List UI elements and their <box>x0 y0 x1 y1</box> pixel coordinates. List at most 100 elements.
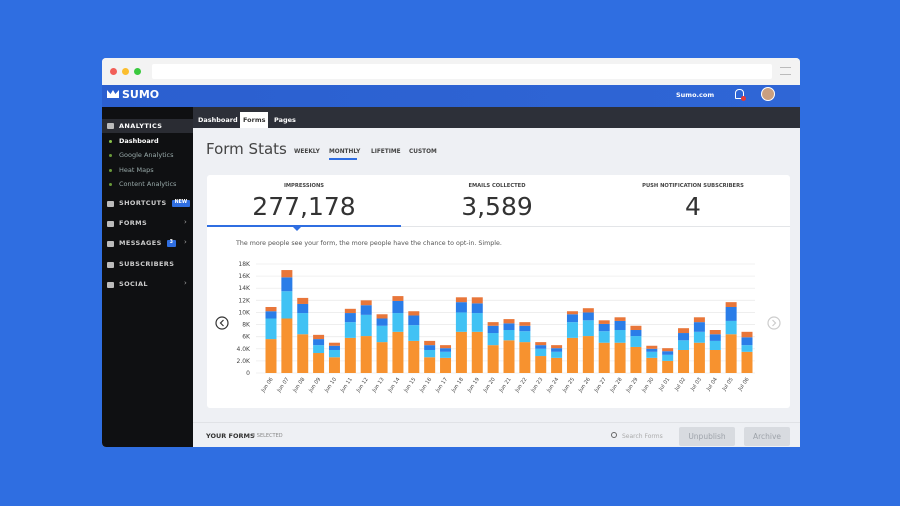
y-tick-label: 18K <box>238 261 251 268</box>
bar-segment <box>408 311 420 316</box>
bar-segment <box>487 333 499 346</box>
bar-segment <box>566 311 578 315</box>
avatar[interactable] <box>761 87 775 101</box>
x-tick-label: Jun 22 <box>514 377 529 395</box>
bar-segment <box>551 357 563 373</box>
bar-segment <box>360 300 372 306</box>
bar-segment <box>519 325 531 332</box>
footer-title: YOUR FORMS <box>206 432 255 440</box>
menu-icon <box>107 281 114 288</box>
x-tick-label: Jun 26 <box>577 377 592 395</box>
bar-segment <box>741 351 753 373</box>
unpublish-button[interactable]: Unpublish <box>679 427 735 446</box>
bar-segment <box>614 320 626 331</box>
search-input[interactable]: Search Forms <box>622 433 663 440</box>
sidebar-section[interactable]: ANALYTICS <box>119 122 163 130</box>
bar-segment <box>598 320 610 324</box>
x-tick-label: Jun 24 <box>545 376 560 394</box>
bar-segment <box>709 334 721 341</box>
x-tick-label: Jul 03 <box>689 377 703 393</box>
min-dot[interactable] <box>122 68 129 75</box>
next-arrow-icon <box>772 319 777 327</box>
bar-segment <box>376 325 388 343</box>
bar-segment <box>297 303 309 314</box>
tab[interactable]: Dashboard <box>198 116 238 124</box>
sidebar-item[interactable]: Dashboard <box>119 137 159 145</box>
menu-icon <box>107 221 114 228</box>
next-arrow[interactable] <box>767 316 781 330</box>
menu-item[interactable]: MESSAGES <box>119 239 162 248</box>
bar-segment <box>614 330 626 343</box>
stat-value: 4 <box>685 192 701 221</box>
bar-segment <box>424 345 436 350</box>
bar-segment <box>662 354 674 361</box>
bar-segment <box>630 336 642 347</box>
analytics-icon <box>107 123 114 129</box>
bar-segment <box>630 325 642 331</box>
bar-segment <box>471 297 483 304</box>
bar-segment <box>503 319 515 324</box>
bar-segment <box>313 334 325 340</box>
period-tab[interactable]: LIFETIME <box>371 149 401 155</box>
sidebar-item[interactable]: Content Analytics <box>119 179 177 188</box>
menu-item[interactable]: SHORTCUTS <box>119 199 167 207</box>
bar-segment <box>424 340 436 346</box>
search-icon <box>611 432 617 438</box>
x-tick-label: Jun 21 <box>498 377 513 395</box>
x-tick-label: Jun 07 <box>276 377 291 395</box>
prev-arrow[interactable] <box>215 316 229 330</box>
x-tick-label: Jun 15 <box>403 377 418 395</box>
bar-segment <box>440 357 452 373</box>
stat-value: 277,178 <box>252 192 356 221</box>
bar-segment <box>693 317 705 323</box>
bar-segment <box>709 330 721 335</box>
bar-segment <box>582 336 594 373</box>
sidebar-dot <box>109 168 112 172</box>
bar-segment <box>392 300 404 314</box>
bar-segment <box>376 342 388 373</box>
menu-item[interactable]: FORMS <box>119 219 148 228</box>
tab-active <box>240 112 268 128</box>
logo[interactable]: SUMO <box>122 88 160 101</box>
bar-segment <box>408 325 420 341</box>
archive-button[interactable]: Archive <box>744 427 790 446</box>
x-tick-label: Jun 12 <box>355 377 370 395</box>
menu-item[interactable]: SUBSCRIBERS <box>119 259 175 268</box>
bar-segment <box>598 323 610 332</box>
chart: 0 2.0K 4.0K 6K 8K 10K 12K 14K 16K 18K Jun 06 Jun 07… <box>215 261 781 395</box>
x-tick-label: Jul 02 <box>673 377 687 393</box>
bar-segment <box>535 356 547 373</box>
bar-segment <box>408 340 420 373</box>
max-dot[interactable] <box>134 68 141 75</box>
bar-segment <box>646 348 658 352</box>
bar-segment <box>376 314 388 319</box>
bar-segment <box>678 340 690 350</box>
sidebar-item[interactable]: Heat Maps <box>119 165 154 174</box>
close-dot[interactable] <box>110 68 117 75</box>
bar-segment <box>440 351 452 358</box>
tab[interactable]: Forms <box>243 116 266 124</box>
site-menu[interactable]: Sumo.com <box>676 91 715 99</box>
sidebar-item[interactable]: Google Analytics <box>119 151 174 160</box>
period-tab[interactable]: WEEKLY <box>294 149 320 155</box>
bar-segment <box>344 337 356 373</box>
bell-icon[interactable] <box>735 89 744 99</box>
bar-segment <box>328 342 340 346</box>
menu-icon[interactable] <box>780 67 791 75</box>
sidebar-dot <box>109 140 112 143</box>
x-tick-label: Jun 30 <box>641 377 656 395</box>
menu-item[interactable]: SOCIAL <box>119 279 148 288</box>
period-tab[interactable]: CUSTOM <box>409 149 437 155</box>
bar-segment <box>598 342 610 373</box>
url-bar[interactable] <box>152 64 772 79</box>
bar-segment <box>725 302 737 307</box>
bar-segment <box>455 331 467 373</box>
bar-segment <box>471 303 483 314</box>
period-tab[interactable]: MONTHLY <box>329 149 361 155</box>
notification-badge <box>741 96 746 101</box>
stat-pointer <box>293 227 301 231</box>
bar-segment <box>582 312 594 321</box>
tab[interactable]: Pages <box>274 116 296 124</box>
bar-segment <box>535 345 547 349</box>
bar-segment <box>646 345 658 349</box>
